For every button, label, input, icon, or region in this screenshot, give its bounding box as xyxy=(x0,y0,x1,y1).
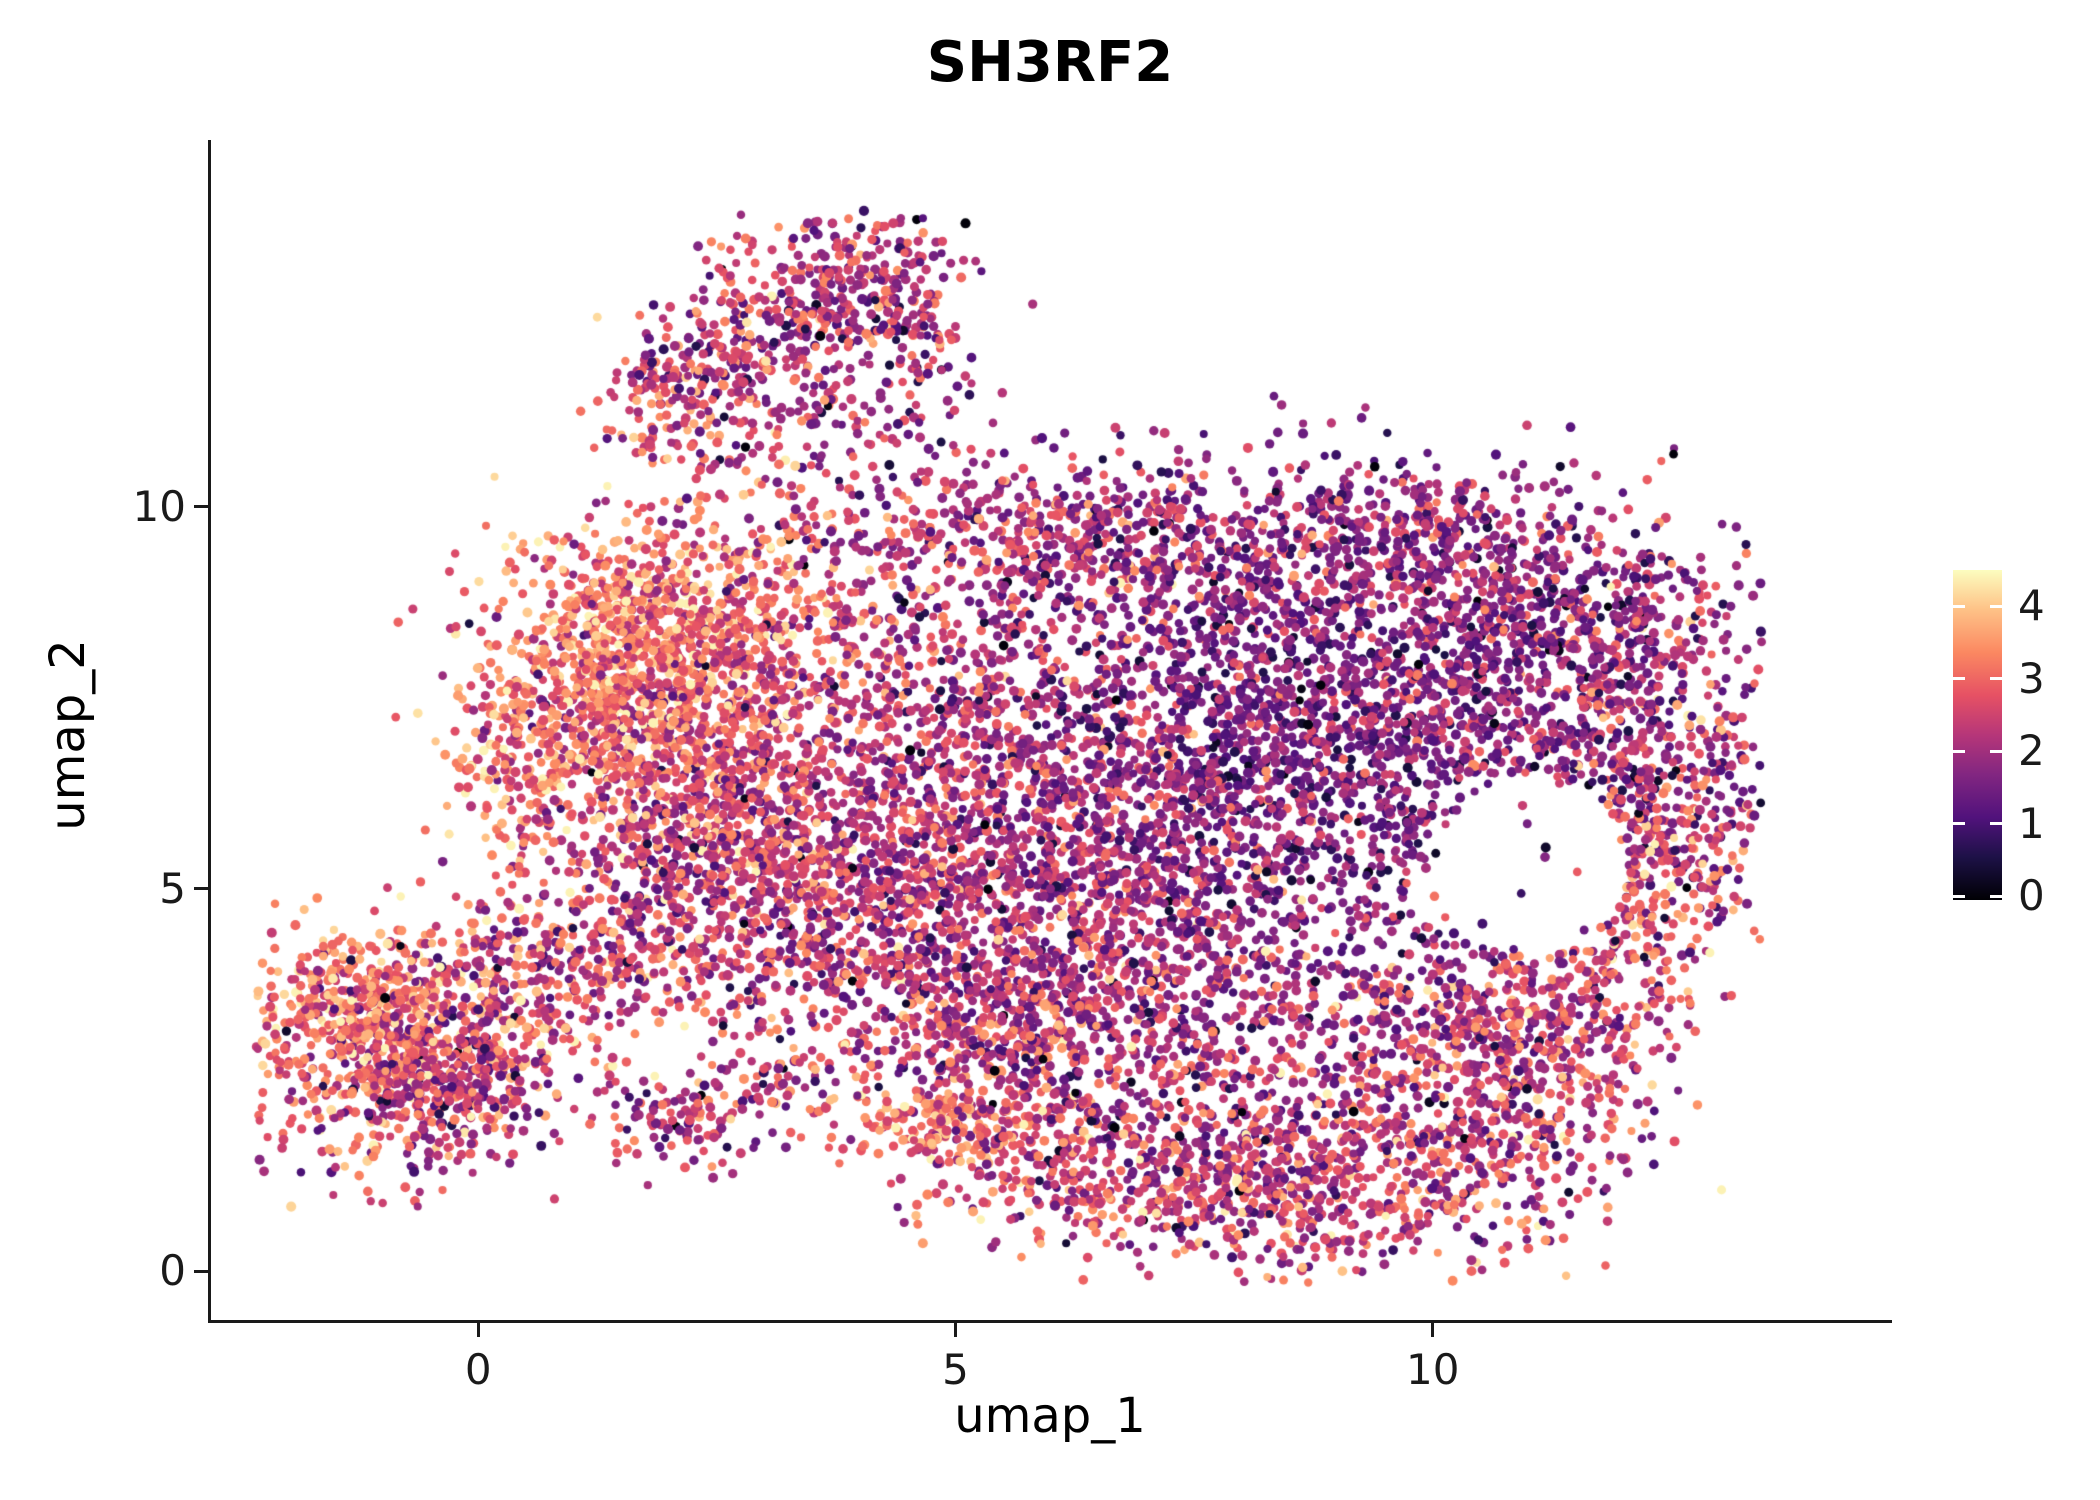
y-axis-line xyxy=(208,140,211,1323)
colorbar-tick-mark xyxy=(1953,749,1965,753)
y-tick-mark xyxy=(194,887,208,891)
colorbar-tick-label: 1 xyxy=(2018,798,2045,848)
colorbar-tick-mark xyxy=(1990,894,2002,898)
x-tick-mark xyxy=(476,1323,480,1337)
colorbar-tick-mark xyxy=(1990,677,2002,681)
x-axis-label: umap_1 xyxy=(954,1388,1146,1444)
colorbar-tick-label: 0 xyxy=(2018,871,2045,921)
x-tick-mark xyxy=(954,1323,957,1337)
colorbar-tick-label: 4 xyxy=(2018,581,2045,631)
colorbar-tick-mark xyxy=(1953,894,1965,898)
colorbar-tick-mark xyxy=(1953,677,1965,681)
x-axis-line xyxy=(208,1320,1892,1323)
x-tick-mark xyxy=(1431,1323,1435,1337)
colorbar-tick-label: 2 xyxy=(2018,726,2045,776)
x-tick-label: 5 xyxy=(942,1345,969,1394)
colorbar-tick-mark xyxy=(1990,749,2002,753)
y-tick-label: 0 xyxy=(159,1246,186,1296)
plot-title: SH3RF2 xyxy=(926,30,1174,95)
colorbar-tick-mark xyxy=(1990,822,2002,826)
x-tick-label: 10 xyxy=(1406,1345,1460,1394)
y-tick-label: 5 xyxy=(159,863,186,913)
y-tick-mark xyxy=(194,505,208,509)
colorbar-gradient xyxy=(1953,570,2002,900)
y-axis-label: umap_2 xyxy=(40,639,96,831)
y-tick-mark xyxy=(194,1269,208,1273)
colorbar-tick-mark xyxy=(1953,604,1965,608)
x-tick-label: 0 xyxy=(464,1345,492,1394)
colorbar-tick-label: 3 xyxy=(2018,653,2045,703)
colorbar-tick-mark xyxy=(1953,822,1965,826)
y-tick-label: 10 xyxy=(132,481,186,531)
colorbar-tick-mark xyxy=(1990,604,2002,608)
